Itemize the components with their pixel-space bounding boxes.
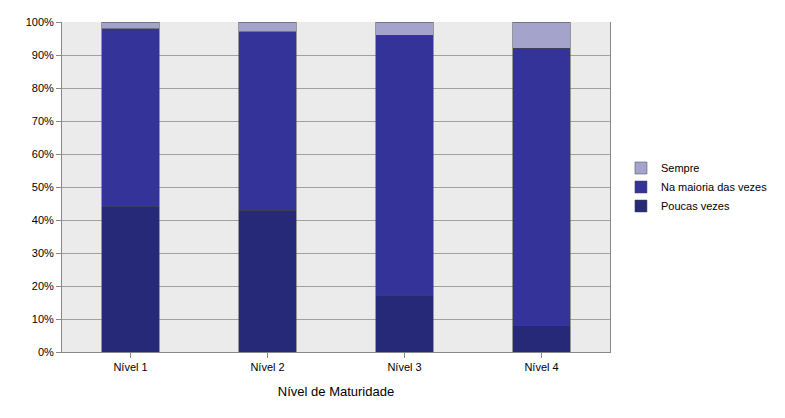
svg-text:0%: 0% (38, 346, 54, 358)
svg-text:80%: 80% (32, 82, 54, 94)
svg-text:30%: 30% (32, 247, 54, 259)
svg-text:70%: 70% (32, 115, 54, 127)
svg-text:Nível de Maturidade: Nível de Maturidade (278, 384, 394, 399)
svg-text:Poucas vezes: Poucas vezes (661, 200, 730, 212)
svg-text:20%: 20% (32, 280, 54, 292)
svg-text:60%: 60% (32, 148, 54, 160)
svg-text:40%: 40% (32, 214, 54, 226)
svg-text:10%: 10% (32, 313, 54, 325)
svg-text:Sempre: Sempre (661, 162, 700, 174)
svg-text:Nível 3: Nível 3 (387, 361, 421, 373)
svg-text:Nível 2: Nível 2 (250, 361, 284, 373)
svg-text:Na maioria das vezes: Na maioria das vezes (661, 181, 767, 193)
svg-text:100%: 100% (26, 16, 54, 28)
svg-text:Nível 1: Nível 1 (113, 361, 147, 373)
svg-text:50%: 50% (32, 181, 54, 193)
svg-text:90%: 90% (32, 49, 54, 61)
svg-text:Nível 4: Nível 4 (524, 361, 558, 373)
